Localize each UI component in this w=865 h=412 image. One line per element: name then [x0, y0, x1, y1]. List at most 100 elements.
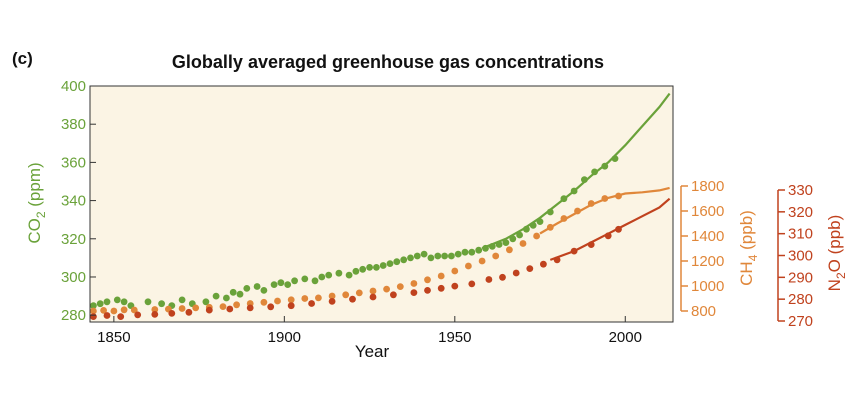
co2-trend-line [481, 92, 671, 250]
co2-data-point [427, 254, 435, 262]
ch4-data-point [560, 215, 568, 222]
n2o-data-point [308, 300, 315, 307]
n2o-data-point [468, 280, 476, 288]
n2o-data-point [168, 310, 176, 317]
n2o-tick-label: 310 [788, 226, 813, 243]
ch4-data-point [601, 195, 609, 202]
co2-data-point [523, 225, 530, 233]
co2-data-point [529, 222, 537, 229]
co2-data-point [407, 254, 414, 262]
co2-data-point [468, 248, 476, 256]
x-tick-label: 1900 [268, 329, 301, 346]
chart-title: Globally averaged greenhouse gas concent… [172, 52, 604, 72]
co2-data-point [393, 258, 401, 266]
co2-data-point [386, 260, 394, 267]
n2o-tick-label: 300 [788, 248, 813, 265]
x-tick-label: 2000 [609, 329, 642, 346]
n2o-data-point [246, 304, 254, 312]
n2o-data-point [553, 256, 561, 264]
n2o-data-point [424, 287, 431, 294]
co2-data-point [601, 162, 609, 170]
co2-data-point [202, 298, 210, 306]
n2o-data-point [499, 273, 506, 281]
ch4-data-point [328, 292, 336, 300]
ch4-tick-label: 1200 [691, 253, 724, 270]
n2o-data-point [90, 313, 97, 320]
co2-data-point [260, 287, 268, 294]
n2o-data-point [349, 295, 356, 303]
n2o-data-point [328, 298, 336, 305]
co2-data-point [113, 296, 121, 304]
co2-data-point [373, 264, 380, 271]
co2-data-point [90, 302, 97, 309]
co2-data-point [229, 288, 237, 296]
co2-data-point [454, 250, 462, 258]
co2-data-point [560, 195, 568, 203]
ch4-data-point [492, 252, 500, 260]
n2o-data-point [570, 247, 578, 255]
ch4-data-point [219, 303, 227, 310]
co2-data-point [441, 252, 448, 260]
co2-tick-label: 380 [61, 116, 86, 133]
co2-data-point [546, 208, 554, 216]
n2o-tick-label: 330 [788, 182, 813, 199]
co2-data-point [509, 235, 517, 243]
co2-data-point [461, 248, 469, 256]
n2o-data-point [410, 289, 418, 296]
co2-data-point [144, 298, 152, 306]
co2-data-point [379, 262, 387, 269]
co2-data-point [482, 244, 489, 252]
n2o-data-point [205, 306, 213, 314]
n2o-data-point [287, 302, 295, 310]
co2-data-point [301, 275, 309, 283]
ch4-data-point [574, 207, 581, 215]
ch4-data-point [100, 307, 107, 314]
ch4-data-point [533, 232, 540, 240]
ch4-data-point [287, 296, 295, 304]
series-ch4 [90, 186, 670, 315]
x-tick-label: 1850 [97, 329, 130, 346]
n2o-data-point [604, 232, 612, 240]
co2-data-point [277, 279, 285, 287]
x-axis-title: Year [355, 342, 390, 361]
co2-data-point [96, 300, 104, 308]
n2o-data-point [615, 225, 622, 233]
x-tick-label: 1950 [438, 329, 471, 346]
ch4-data-point [451, 267, 459, 275]
co2-data-point [270, 281, 278, 288]
n2o-data-point [437, 284, 445, 292]
co2-data-point [345, 271, 353, 279]
co2-tick-label: 300 [61, 269, 86, 286]
ch4-data-point [383, 285, 390, 293]
co2-data-point [536, 218, 544, 226]
co2-data-point [243, 285, 251, 292]
ch4-data-point [355, 289, 363, 297]
series-n2o [90, 197, 671, 320]
n2o-data-point [540, 260, 547, 268]
co2-tick-label: 320 [61, 231, 86, 248]
n2o-tick-label: 290 [788, 269, 813, 286]
co2-data-point [325, 271, 333, 279]
n2o-data-point [103, 312, 111, 319]
co2-data-point [212, 292, 220, 300]
co2-data-point [400, 256, 408, 264]
co2-data-point [488, 243, 496, 250]
ch4-data-point [178, 305, 186, 312]
co2-data-point [236, 290, 244, 298]
ch4-data-point [120, 306, 128, 314]
co2-tick-label: 360 [61, 154, 86, 171]
axis-layer: 1850 1900 1950 2000 280 300 320 340 360 380 400 CO2… [25, 78, 848, 346]
ch4-data-point [396, 283, 404, 290]
co2-data-point [311, 277, 319, 285]
ch4-tick-label: 1400 [691, 228, 724, 245]
ch4-data-point [301, 295, 309, 302]
co2-data-point [611, 155, 619, 163]
ch4-data-point [369, 287, 377, 295]
ch4-tick-label: 1600 [691, 203, 724, 220]
ch4-data-point [274, 297, 281, 305]
co2-axis-title: CO2 (ppm) [25, 162, 48, 243]
ch4-data-point [506, 246, 513, 254]
co2-tick-label: 340 [61, 193, 86, 210]
co2-data-point [475, 246, 483, 254]
